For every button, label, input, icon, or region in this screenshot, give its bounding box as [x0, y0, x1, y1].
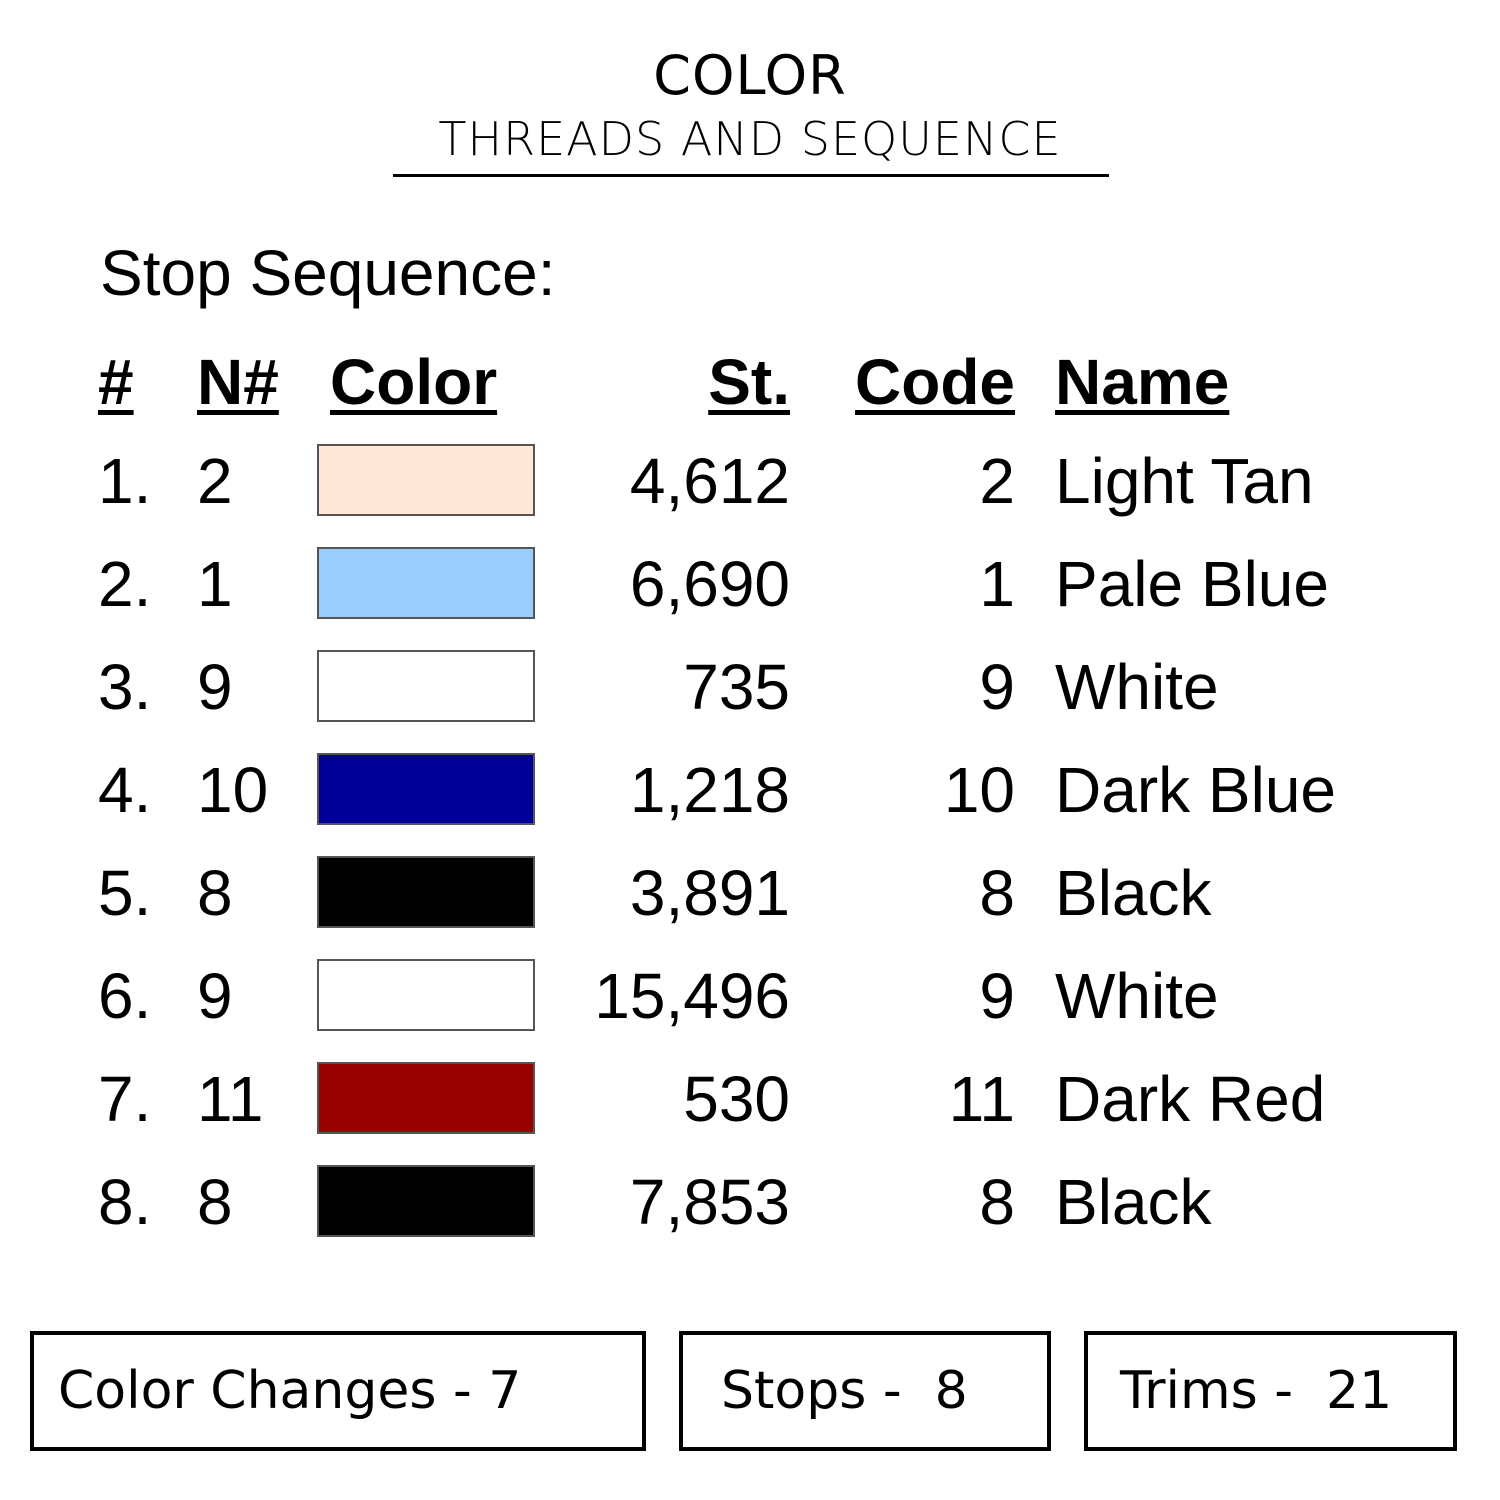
color-changes-box: Color Changes - 7 [30, 1331, 646, 1451]
col-header-code: Code [855, 346, 1015, 418]
page-subtitle: THREADS AND SEQUENCE [438, 112, 1062, 166]
needle-number: 8 [197, 857, 233, 929]
table-row: 4. 10 1,218 10 Dark Blue [0, 745, 1500, 835]
thread-name: White [1055, 960, 1219, 1032]
stitch-count: 4,612 [629, 445, 790, 517]
col-header-name: Name [1055, 346, 1230, 418]
row-number: 8. [98, 1166, 152, 1238]
thread-name: Light Tan [1055, 445, 1314, 517]
stitch-count: 15,496 [594, 960, 790, 1032]
section-label: Stop Sequence: [100, 237, 556, 309]
color-swatch [317, 959, 535, 1031]
needle-number: 11 [197, 1063, 264, 1135]
thread-code: 10 [943, 754, 1015, 826]
table-row: 8. 8 7,853 8 Black [0, 1157, 1500, 1247]
title-divider [393, 174, 1109, 177]
thread-code: 8 [979, 1166, 1015, 1238]
table-row: 2. 1 6,690 1 Pale Blue [0, 539, 1500, 629]
stitch-count: 7,853 [629, 1166, 790, 1238]
row-number: 1. [98, 445, 152, 517]
stitch-count: 1,218 [629, 754, 790, 826]
stitch-count: 6,690 [629, 548, 790, 620]
color-swatch [317, 856, 535, 928]
stitch-count: 735 [683, 651, 790, 723]
table-row: 1. 2 4,612 2 Light Tan [0, 436, 1500, 526]
thread-code: 8 [979, 857, 1015, 929]
page-title: COLOR [653, 44, 847, 107]
stitch-count: 530 [683, 1063, 790, 1135]
table-row: 7. 11 530 11 Dark Red [0, 1054, 1500, 1144]
needle-number: 8 [197, 1166, 233, 1238]
thread-code: 1 [979, 548, 1015, 620]
table-header: # N# Color St. Code Name [0, 337, 1500, 427]
row-number: 5. [98, 857, 152, 929]
color-swatch [317, 1165, 535, 1237]
color-swatch [317, 1062, 535, 1134]
color-swatch [317, 547, 535, 619]
col-header-number: # [98, 346, 134, 418]
needle-number: 2 [197, 445, 233, 517]
stops-box: Stops - 8 [679, 1331, 1051, 1451]
needle-number: 10 [197, 754, 269, 826]
thread-name: Dark Blue [1055, 754, 1336, 826]
table-row: 6. 9 15,496 9 White [0, 951, 1500, 1041]
row-number: 2. [98, 548, 152, 620]
thread-code: 2 [979, 445, 1015, 517]
needle-number: 9 [197, 651, 233, 723]
col-header-color: Color [330, 346, 498, 418]
stitch-count: 3,891 [629, 857, 790, 929]
needle-number: 9 [197, 960, 233, 1032]
color-swatch [317, 444, 535, 516]
col-header-needle: N# [197, 346, 279, 418]
thread-name: Black [1055, 857, 1212, 929]
thread-name: White [1055, 651, 1219, 723]
row-number: 7. [98, 1063, 152, 1135]
row-number: 4. [98, 754, 152, 826]
col-header-stitches: St. [708, 346, 790, 418]
table-row: 5. 8 3,891 8 Black [0, 848, 1500, 938]
trims-box: Trims - 21 [1084, 1331, 1457, 1451]
table-row: 3. 9 735 9 White [0, 642, 1500, 732]
thread-code: 9 [979, 651, 1015, 723]
color-swatch [317, 753, 535, 825]
needle-number: 1 [197, 548, 233, 620]
thread-name: Pale Blue [1055, 548, 1329, 620]
color-swatch [317, 650, 535, 722]
thread-name: Black [1055, 1166, 1212, 1238]
row-number: 6. [98, 960, 152, 1032]
row-number: 3. [98, 651, 152, 723]
thread-code: 9 [979, 960, 1015, 1032]
thread-code: 11 [948, 1063, 1015, 1135]
thread-name: Dark Red [1055, 1063, 1326, 1135]
